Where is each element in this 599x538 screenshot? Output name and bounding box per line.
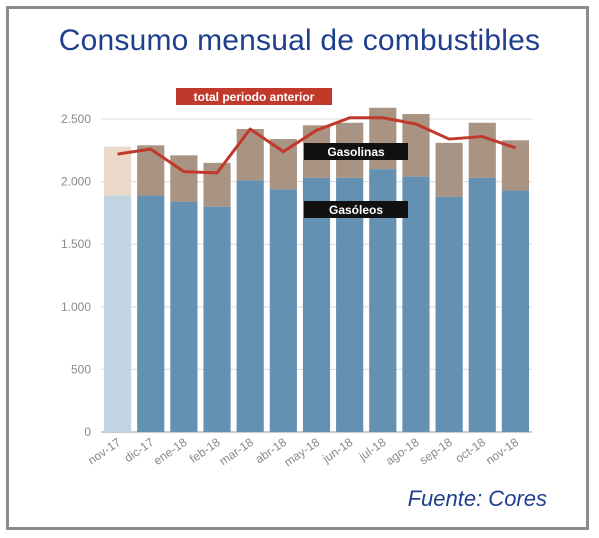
y-tick-label: 0 [84, 425, 91, 439]
line-total-periodo-anterior [117, 116, 516, 175]
x-tick-label: dic-17 [122, 435, 157, 465]
bar-gasolinas [236, 129, 264, 181]
x-tick-label: nov-18 [483, 435, 521, 468]
bar-gasolinas [203, 162, 231, 207]
y-tick-label: 500 [71, 362, 91, 376]
chart-title: Consumo mensual de combustibles [58, 24, 541, 57]
bar-gasoleos [203, 206, 231, 432]
x-tick-label: oct-18 [453, 435, 489, 466]
y-tick-label: 2.500 [61, 112, 91, 126]
x-tick-label: may-18 [281, 435, 322, 470]
x-tick-label: mar-18 [217, 435, 256, 468]
x-tick-label: sep-18 [417, 435, 455, 468]
y-axis-ticks: 0 500 1.000 1.500 2.000 2.500 [61, 112, 91, 439]
source-note: Fuente: Cores [407, 486, 547, 511]
bar-gasoleos [468, 177, 496, 432]
bar-gasoleos [402, 176, 430, 432]
bar-gasoleos [137, 195, 165, 432]
bar-gasoleos [501, 190, 530, 432]
bar-gasoleos [103, 195, 132, 432]
label-gasoleos-box [304, 201, 408, 218]
bar-gasolinas [468, 122, 496, 178]
bars [103, 107, 530, 432]
bar-gasoleos [236, 180, 264, 432]
label-gasolinas-box [304, 143, 408, 160]
bar-gasolinas [137, 145, 165, 196]
y-tick-label: 1.500 [61, 237, 91, 251]
bar-gasolinas [170, 155, 198, 202]
x-tick-label: ago-18 [383, 435, 422, 468]
x-tick-label: ene-18 [151, 435, 190, 468]
label-gasoleos: Gasóleos [329, 203, 383, 217]
bar-gasoleos [269, 189, 297, 432]
series-labels: total periodo anterior Gasolinas Gasóleos [176, 88, 408, 218]
label-gasolinas: Gasolinas [327, 145, 385, 159]
x-tick-label: feb-18 [187, 435, 223, 466]
y-tick-label: 1.000 [61, 300, 91, 314]
bar-gasolinas [501, 140, 530, 191]
bar-gasoleos [170, 201, 198, 432]
x-tick-label: jul-18 [356, 435, 389, 464]
bar-gasolinas [435, 142, 463, 197]
x-tick-label: jun-18 [319, 435, 355, 466]
bar-gasolinas [103, 146, 132, 196]
label-total-periodo-anterior-box [176, 88, 332, 105]
label-total-periodo-anterior: total periodo anterior [194, 90, 315, 104]
bar-gasoleos [336, 177, 364, 432]
bar-gasoleos [435, 196, 463, 432]
y-tick-label: 2.000 [61, 175, 91, 189]
previous-period-line [117, 116, 516, 175]
bar-gasoleos [302, 177, 331, 432]
x-axis-ticks: nov-17dic-17ene-18feb-18mar-18abr-18may-… [85, 435, 521, 470]
x-tick-label: nov-17 [85, 435, 123, 468]
